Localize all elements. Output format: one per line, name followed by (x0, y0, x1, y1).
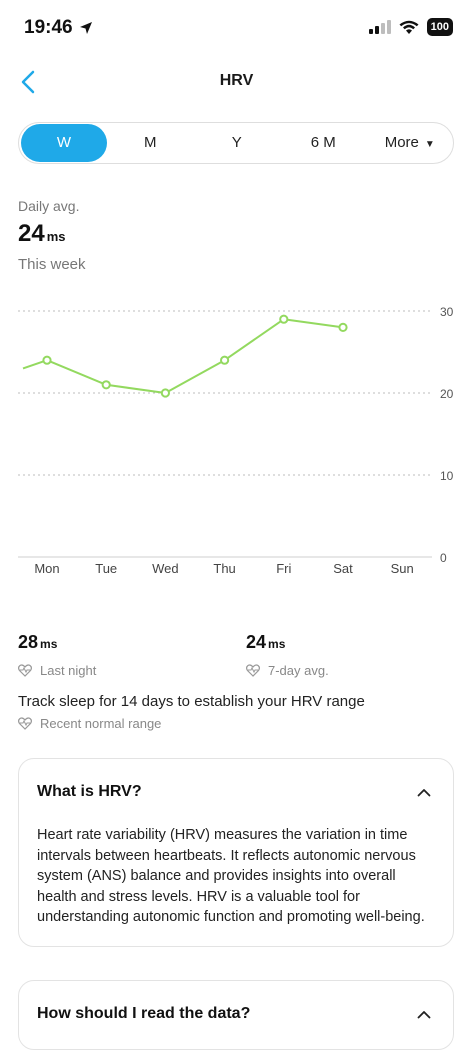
chevron-up-icon (417, 1010, 431, 1018)
how-to-read-header[interactable]: How should I read the data? (19, 981, 453, 1047)
chart-data-point (220, 355, 230, 365)
chart-data-point (160, 388, 170, 398)
chart-x-tick-label: Mon (34, 561, 59, 576)
chevron-left-icon (21, 70, 35, 94)
stat-7-day-value: 24 ms (246, 632, 329, 653)
summary-value-number: 24 (18, 220, 45, 247)
status-indicators: 100 (368, 18, 453, 36)
tab-month[interactable]: M (144, 134, 157, 151)
tab-more[interactable]: More ▼ (367, 124, 454, 162)
summary-unit: ms (46, 229, 66, 244)
heart-pulse-icon (18, 717, 32, 730)
track-sleep-message: Track sleep for 14 days to establish you… (18, 693, 365, 710)
stat-7-day-label-row: 7-day avg. (246, 663, 329, 678)
back-button[interactable] (10, 62, 46, 102)
wifi-icon (399, 20, 419, 34)
chart-data-point (101, 380, 111, 390)
stat-last-night-number: 28 (18, 632, 39, 652)
chart-y-tick-label: 10 (440, 469, 454, 483)
nav-bar: HRV (0, 60, 473, 104)
stat-last-night-unit: ms (40, 637, 58, 651)
summary-value: 24 ms (18, 220, 86, 248)
status-time: 19:46 (24, 17, 93, 39)
tab-week[interactable]: W (21, 124, 107, 162)
hrv-chart: 0 10 20 30 Mon Tue Wed Thu Fri Sat Sun (0, 290, 473, 590)
chart-data-point (279, 314, 289, 324)
chevron-up-icon (417, 788, 431, 796)
how-to-read-card: How should I read the data? (18, 980, 454, 1050)
battery-indicator: 100 (426, 18, 453, 36)
chart-data-point (42, 355, 52, 365)
chart-x-tick-label: Sat (333, 561, 353, 576)
card-title: What is HRV? (37, 783, 142, 800)
heart-pulse-icon (246, 664, 260, 677)
card-title: How should I read the data? (37, 1005, 251, 1022)
tab-6-months[interactable]: 6 M (310, 134, 336, 151)
chart-data-point (338, 322, 348, 333)
chart-x-tick-label: Sun (391, 561, 414, 576)
stat-7-day-label: 7-day avg. (268, 663, 329, 678)
normal-range-legend: Recent normal range (18, 716, 161, 731)
card-body: Heart rate variability (HRV) measures th… (37, 827, 425, 925)
status-time-text: 19:46 (24, 17, 73, 38)
chart-y-tick-label: 30 (440, 305, 454, 319)
hrv-line-chart: 0 10 20 30 Mon Tue Wed Thu Fri Sat Sun (18, 305, 454, 576)
normal-range-label: Recent normal range (40, 716, 162, 731)
caret-down-icon: ▼ (424, 139, 435, 150)
tab-more-label: More (384, 134, 419, 151)
summary-period: This week (18, 256, 86, 273)
period-selector: W M Y 6 M More ▼ (18, 122, 454, 164)
tab-year[interactable]: Y (231, 134, 242, 151)
stat-last-night-label: Last night (40, 663, 97, 678)
chart-y-tick-label: 0 (440, 551, 447, 565)
summary-label: Daily avg. (18, 198, 80, 214)
stat-last-night-label-row: Last night (18, 663, 96, 678)
heart-pulse-icon (18, 664, 32, 677)
page-title: HRV (219, 72, 254, 89)
stat-7-day-number: 24 (246, 632, 267, 652)
stat-last-night: 28 ms Last night (18, 632, 96, 678)
chart-x-tick-label: Thu (213, 561, 235, 576)
chart-x-tick-label: Fri (276, 561, 291, 576)
what-is-hrv-header[interactable]: What is HRV? (19, 759, 453, 825)
chart-series-line (22, 318, 344, 394)
status-bar: 19:46 100 (0, 0, 473, 56)
stat-7-day-avg: 24 ms 7-day avg. (246, 632, 329, 678)
chart-x-tick-label: Tue (95, 561, 117, 576)
stat-7-day-unit: ms (268, 637, 286, 651)
daily-average-summary: Daily avg. 24 ms This week (18, 198, 86, 273)
chart-y-tick-label: 20 (440, 387, 454, 401)
location-arrow-icon (79, 22, 92, 34)
cellular-signal-icon (368, 20, 391, 34)
stat-last-night-value: 28 ms (18, 632, 96, 653)
chart-x-tick-label: Wed (152, 561, 179, 576)
what-is-hrv-card: What is HRV? Heart rate variability (HRV… (18, 758, 454, 947)
